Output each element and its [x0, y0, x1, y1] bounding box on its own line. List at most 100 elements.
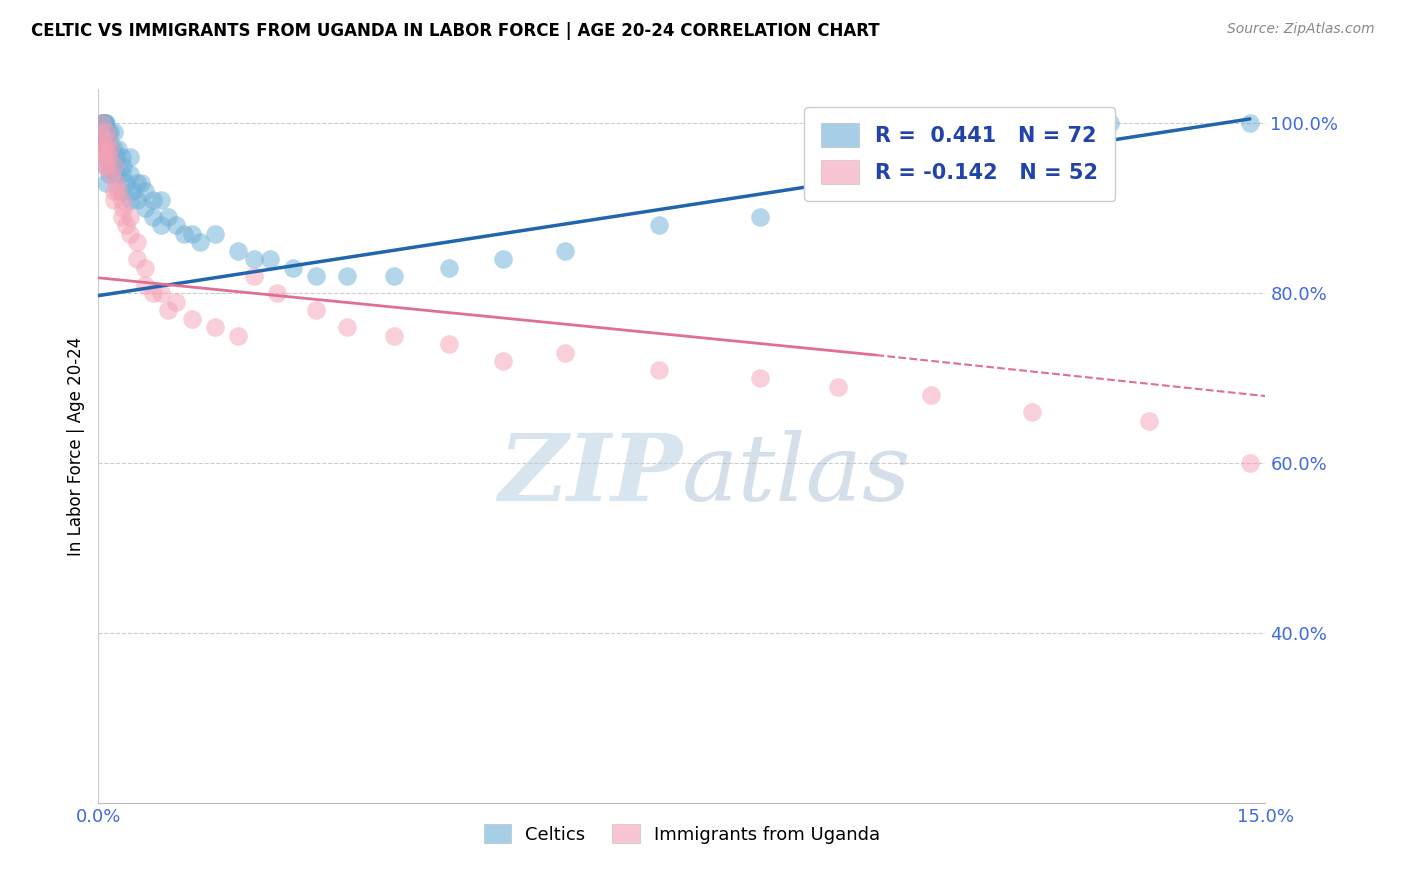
Point: [97, 133, 120, 147]
Point: [97, 133, 120, 147]
Point: [142, 193, 165, 207]
Point: [103, 142, 125, 156]
Point: [492, 252, 515, 266]
Point: [1239, 116, 1261, 130]
Point: [114, 218, 136, 232]
Point: [748, 210, 770, 224]
Point: [173, 227, 195, 241]
Point: [112, 201, 135, 215]
Point: [204, 227, 226, 241]
Point: [180, 311, 202, 326]
Point: [94, 150, 117, 164]
Point: [97, 150, 120, 164]
Point: [90, 116, 112, 130]
Point: [90, 142, 112, 156]
Point: [96, 125, 118, 139]
Point: [259, 252, 281, 266]
Point: [114, 176, 136, 190]
Point: [100, 167, 122, 181]
Point: [204, 320, 226, 334]
Point: [98, 167, 121, 181]
Point: [91, 116, 114, 130]
Point: [1021, 405, 1043, 419]
Point: [96, 159, 118, 173]
Point: [149, 193, 172, 207]
Point: [93, 116, 115, 130]
Point: [104, 176, 127, 190]
Point: [93, 142, 115, 156]
Point: [554, 244, 576, 258]
Point: [127, 193, 149, 207]
Point: [165, 294, 187, 309]
Point: [93, 133, 115, 147]
Point: [127, 252, 149, 266]
Point: [112, 159, 135, 173]
Point: [118, 150, 141, 164]
Point: [1098, 116, 1121, 130]
Point: [103, 159, 125, 173]
Point: [103, 159, 125, 173]
Point: [647, 218, 669, 232]
Point: [103, 184, 125, 198]
Point: [96, 125, 118, 139]
Point: [94, 116, 117, 130]
Point: [94, 133, 117, 147]
Point: [134, 260, 156, 275]
Point: [96, 133, 118, 147]
Point: [89, 125, 111, 139]
Point: [1137, 413, 1160, 427]
Point: [107, 184, 129, 198]
Point: [91, 150, 114, 164]
Point: [111, 193, 134, 207]
Point: [554, 345, 576, 359]
Point: [134, 277, 156, 292]
Point: [107, 142, 129, 156]
Point: [93, 159, 115, 173]
Point: [336, 320, 359, 334]
Point: [98, 142, 121, 156]
Point: [91, 125, 114, 139]
Point: [96, 159, 118, 173]
Point: [920, 388, 942, 402]
Point: [165, 218, 187, 232]
Point: [118, 193, 141, 207]
Point: [103, 125, 125, 139]
Point: [93, 142, 115, 156]
Point: [188, 235, 211, 249]
Point: [100, 159, 122, 173]
Point: [111, 210, 134, 224]
Point: [127, 235, 149, 249]
Point: [305, 303, 328, 318]
Point: [111, 150, 134, 164]
Point: [97, 125, 120, 139]
Y-axis label: In Labor Force | Age 20-24: In Labor Force | Age 20-24: [66, 336, 84, 556]
Point: [336, 269, 359, 284]
Point: [281, 260, 304, 275]
Point: [90, 133, 112, 147]
Point: [827, 379, 849, 393]
Point: [243, 252, 266, 266]
Point: [104, 150, 127, 164]
Point: [118, 210, 141, 224]
Point: [228, 244, 250, 258]
Point: [118, 227, 141, 241]
Point: [118, 167, 141, 181]
Point: [90, 142, 112, 156]
Point: [91, 133, 114, 147]
Point: [103, 193, 125, 207]
Point: [865, 184, 887, 198]
Legend: Celtics, Immigrants from Uganda: Celtics, Immigrants from Uganda: [477, 817, 887, 851]
Point: [142, 286, 165, 301]
Point: [105, 167, 128, 181]
Point: [134, 184, 156, 198]
Point: [180, 227, 202, 241]
Point: [96, 142, 118, 156]
Point: [305, 269, 328, 284]
Text: CELTIC VS IMMIGRANTS FROM UGANDA IN LABOR FORCE | AGE 20-24 CORRELATION CHART: CELTIC VS IMMIGRANTS FROM UGANDA IN LABO…: [31, 22, 880, 40]
Point: [149, 218, 172, 232]
Point: [96, 150, 118, 164]
Point: [228, 328, 250, 343]
Point: [157, 303, 180, 318]
Point: [97, 142, 120, 156]
Point: [89, 125, 111, 139]
